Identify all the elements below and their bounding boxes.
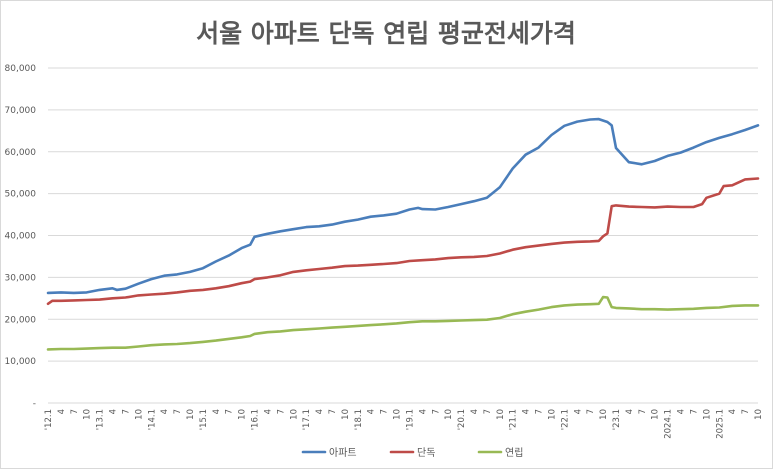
x-tick-label: 7 <box>328 409 338 414</box>
y-tick-label: - <box>33 399 36 409</box>
x-tick-label: 10 <box>83 409 93 420</box>
x-tick-label: '16.1 <box>251 409 261 430</box>
x-tick-label: 10 <box>186 409 196 420</box>
x-tick-label: 10 <box>599 409 609 420</box>
gridlines <box>48 67 758 404</box>
x-tick-label: 10 <box>393 409 403 420</box>
x-tick-label: 4 <box>522 409 532 414</box>
x-tick-label: 7 <box>121 409 131 414</box>
x-tick-label: '13.1 <box>96 409 106 430</box>
x-tick-label: 7 <box>483 409 493 414</box>
x-tick-label: 4 <box>263 409 273 414</box>
x-tick-label: 2024.1 <box>664 409 674 439</box>
x-tick-label: '15.1 <box>199 409 209 430</box>
y-tick-label: 80,000 <box>5 64 37 74</box>
x-tick-label: 4 <box>573 409 583 414</box>
series-line-1 <box>46 117 760 295</box>
x-tick-label: 10 <box>754 409 764 420</box>
x-tick-label: '22.1 <box>560 409 570 430</box>
x-tick-label: '14.1 <box>147 409 157 430</box>
x-tick-label: 10 <box>496 409 506 420</box>
x-tick-label: 4 <box>109 409 119 414</box>
legend-label-1: 아파트 <box>329 447 357 459</box>
x-tick-label: '12.1 <box>44 409 54 430</box>
x-tick-label: '20.1 <box>457 409 467 430</box>
x-axis-ticks: '12.1 4 7 10'13.1 4 7 10'14.1 4 7 10'15.1 4 7 10'16.… <box>44 409 764 439</box>
x-tick-label: 4 <box>315 409 325 414</box>
y-tick-label: 40,000 <box>5 232 37 242</box>
x-tick-label: 7 <box>380 409 390 414</box>
x-tick-label: 7 <box>689 409 699 414</box>
y-axis-ticks: - 10,000 20,000 30,000 40,000 50,000 60,000 70,… <box>5 64 37 409</box>
x-tick-label: 10 <box>651 409 661 420</box>
x-tick-label: '17.1 <box>302 409 312 430</box>
x-tick-label: 4 <box>625 409 635 414</box>
legend: 아파트 단독 연립 <box>301 446 523 459</box>
x-tick-label: '18.1 <box>354 409 364 430</box>
x-tick-label: 7 <box>70 409 80 414</box>
legend-label-2: 단독 <box>417 447 435 459</box>
x-tick-label: 7 <box>638 409 648 414</box>
x-tick-label: 10 <box>547 409 557 420</box>
y-tick-label: 50,000 <box>5 190 37 200</box>
legend-label-3: 연립 <box>505 446 523 459</box>
x-tick-label: 7 <box>173 409 183 414</box>
series-line-2 <box>46 177 760 306</box>
x-tick-label: 7 <box>276 409 286 414</box>
x-tick-label: 10 <box>702 409 712 420</box>
y-tick-label: 10,000 <box>5 357 37 367</box>
x-tick-label: 7 <box>741 409 751 414</box>
x-tick-label: 4 <box>470 409 480 414</box>
x-tick-label: 4 <box>57 409 67 414</box>
plot-series <box>46 117 760 351</box>
x-tick-label: 4 <box>160 409 170 414</box>
x-tick-label: 7 <box>535 409 545 414</box>
x-tick-label: 10 <box>444 409 454 420</box>
x-tick-label: 4 <box>418 409 428 414</box>
chart-title: 서울 아파트 단독 연립 평균전세가격 <box>196 19 576 48</box>
x-tick-label: 10 <box>341 409 351 420</box>
x-tick-label: 7 <box>431 409 441 414</box>
x-tick-label: 4 <box>212 409 222 414</box>
x-tick-label: 4 <box>677 409 687 414</box>
y-tick-label: 20,000 <box>5 315 37 325</box>
x-tick-label: 7 <box>586 409 596 414</box>
x-tick-label: 2025.1 <box>715 409 725 439</box>
x-tick-label: '23.1 <box>612 409 622 430</box>
y-tick-label: 30,000 <box>5 273 37 283</box>
series-line-3 <box>46 295 760 351</box>
x-tick-label: '19.1 <box>405 409 415 430</box>
x-tick-label: 10 <box>289 409 299 420</box>
x-tick-label: 10 <box>238 409 248 420</box>
x-tick-label: 7 <box>225 409 235 414</box>
y-tick-label: 70,000 <box>5 106 37 116</box>
x-tick-label: 4 <box>367 409 377 414</box>
x-tick-label: 4 <box>728 409 738 414</box>
x-tick-label: '21.1 <box>509 409 519 430</box>
x-tick-label: 10 <box>134 409 144 420</box>
y-tick-label: 60,000 <box>5 148 37 158</box>
